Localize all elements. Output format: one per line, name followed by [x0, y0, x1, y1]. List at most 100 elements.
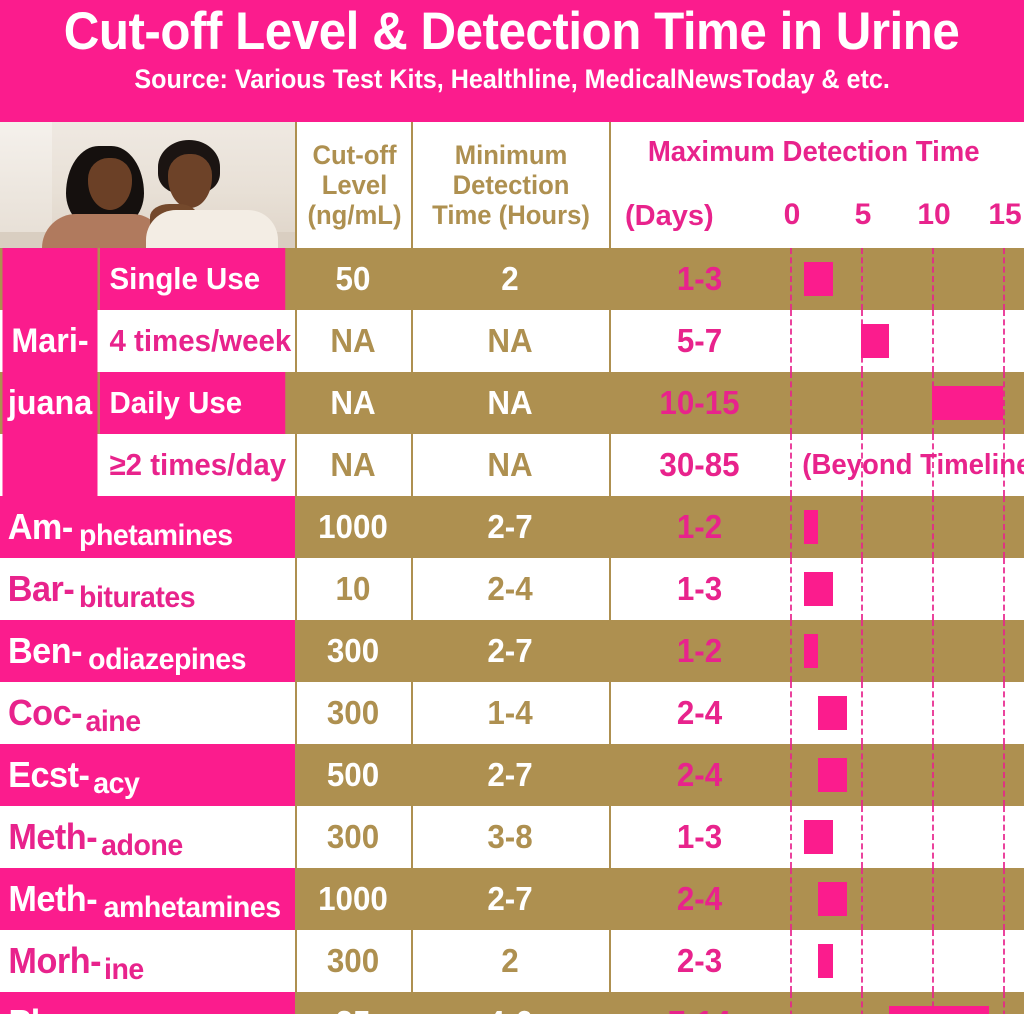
gridline-day-0 — [790, 310, 792, 372]
cell-min-detection-time: 3-8 — [487, 818, 533, 855]
table-row[interactable]: Ben-odiazepines 300 2-7 1-2 — [0, 620, 1024, 682]
marijuana-label-line-1: Mari- — [11, 322, 89, 360]
gridline-day-15 — [1003, 310, 1005, 372]
drug-name-cell: Morh-ine — [0, 930, 295, 992]
column-divider — [411, 310, 413, 372]
table-row[interactable]: 4 times/week NA NA 5-7 — [0, 310, 1024, 372]
gridline-day-5 — [861, 868, 863, 930]
cell-min-detection-time: 2 — [501, 260, 519, 297]
table-row[interactable]: Meth-adone 300 3-8 1-3 — [0, 806, 1024, 868]
cell-cutoff-level: NA — [330, 384, 376, 421]
gridline-day-5 — [861, 682, 863, 744]
column-divider — [609, 682, 611, 744]
drug-name-cell: Ben-odiazepines — [0, 620, 295, 682]
drug-name-cell: Bar-biturates — [0, 558, 295, 620]
drug-name-prefix: Meth- — [8, 878, 98, 919]
cell-cutoff-level: 1000 — [318, 880, 388, 917]
timeline-plot — [790, 682, 1024, 744]
cell-max-detection-time: 1-3 — [676, 818, 723, 855]
cell-max-detection-time: 2-4 — [676, 880, 723, 917]
detection-bar[interactable] — [818, 758, 847, 792]
drug-name-prefix: Ecst- — [8, 754, 90, 795]
table-row[interactable]: Meth-amhetamines 1000 2-7 2-4 — [0, 868, 1024, 930]
cell-max-detection-time: 1-3 — [676, 570, 723, 607]
drug-name-cell: Meth-adone — [0, 806, 295, 868]
gridline-day-10 — [932, 992, 934, 1014]
marijuana-frequency-label: 4 times/week — [100, 310, 291, 372]
photo-person-two-body — [146, 210, 278, 248]
gridline-day-10 — [932, 496, 934, 558]
detection-bar[interactable] — [889, 1006, 989, 1014]
detection-bar[interactable] — [818, 944, 833, 978]
gridline-day-5 — [861, 434, 863, 496]
timeline-plot — [790, 558, 1024, 620]
cell-min-detection-time: NA — [487, 384, 533, 421]
column-divider — [295, 682, 297, 744]
detection-bar[interactable] — [804, 820, 833, 854]
detection-bar[interactable] — [818, 882, 847, 916]
cutoff-header-line-2: Level — [321, 170, 387, 200]
gridline-day-0 — [790, 248, 792, 310]
gridline-day-0 — [790, 434, 792, 496]
gridline-day-10 — [932, 806, 934, 868]
gridline-day-15 — [1003, 372, 1005, 434]
drug-name-prefix: Bar- — [7, 568, 75, 609]
table-row[interactable]: Daily Use NA NA 10-15 — [0, 372, 1024, 434]
gridline-day-5 — [861, 496, 863, 558]
column-header-cutoff-level: Cut-off Level (ng/mL) — [295, 122, 411, 248]
cell-max-detection-time: 2-4 — [676, 756, 723, 793]
detection-bar[interactable] — [804, 572, 833, 606]
table-row[interactable]: Morh-ine 300 2 2-3 — [0, 930, 1024, 992]
table-row[interactable]: Phen-cyclidine25 4-6 7-14 — [0, 992, 1024, 1014]
table-row[interactable]: Single Use 50 2 1-3 — [0, 248, 1024, 310]
detection-bar[interactable] — [804, 510, 819, 544]
table-row[interactable]: Am-phetamines 1000 2-7 1-2 — [0, 496, 1024, 558]
column-header-min-detection-time: Minimum Detection Time (Hours) — [411, 122, 609, 248]
detection-bar[interactable] — [804, 634, 819, 668]
drug-name-prefix: Coc- — [7, 692, 83, 733]
gridline-day-0 — [790, 620, 792, 682]
drug-name-prefix: Ben- — [7, 630, 83, 671]
gridline-day-5 — [861, 930, 863, 992]
detection-bar[interactable] — [861, 324, 890, 358]
cell-max-detection-time: 30-85 — [659, 446, 740, 483]
gridline-day-5 — [861, 620, 863, 682]
mindet-header-line-1: Minimum — [454, 140, 568, 170]
marijuana-frequency-label: Daily Use — [100, 372, 286, 434]
cell-min-detection-time: 2-7 — [487, 632, 533, 669]
timeline-plot — [790, 620, 1024, 682]
data-table: Cut-off Level (ng/mL) Minimum Detection … — [0, 122, 1024, 1014]
axis-tick-0: 0 — [783, 198, 801, 231]
gridline-day-0 — [790, 558, 792, 620]
marijuana-label-line-2: juana — [7, 384, 93, 422]
max-detection-units: (Days) — [625, 200, 714, 232]
gridline-day-10 — [932, 434, 934, 496]
column-divider — [609, 806, 611, 868]
detection-bar[interactable] — [932, 386, 1003, 420]
table-row[interactable]: Ecst-acy 500 2-7 2-4 — [0, 744, 1024, 806]
drug-name-suffix: biturates — [79, 581, 196, 614]
detection-bar[interactable] — [804, 262, 833, 296]
cell-cutoff-level: 50 — [335, 260, 371, 297]
drug-name-cell: Coc-aine — [0, 682, 295, 744]
gridline-day-0 — [790, 992, 792, 1014]
table-row[interactable]: Bar-biturates 10 2-4 1-3 — [0, 558, 1024, 620]
cell-max-detection-time: 1-3 — [676, 260, 723, 297]
column-divider — [295, 806, 297, 868]
header-photo — [0, 122, 295, 248]
detection-bar[interactable] — [818, 696, 847, 730]
gridline-day-0 — [790, 744, 792, 806]
gridline-day-0 — [790, 496, 792, 558]
column-header-max-detection-time: Maximum Detection Time (Days) 0 5 10 15 — [609, 122, 1024, 248]
table-header-row: Cut-off Level (ng/mL) Minimum Detection … — [0, 122, 1024, 248]
table-row[interactable]: ≥2 times/day NA NA 30-85 (Beyond Timeline) — [0, 434, 1024, 496]
gridline-day-10 — [932, 682, 934, 744]
gridline-day-15 — [1003, 558, 1005, 620]
mindet-header-line-2: Detection — [452, 170, 570, 200]
gridline-day-5 — [861, 992, 863, 1014]
column-divider — [411, 930, 413, 992]
timeline-plot — [790, 372, 1024, 434]
gridline-day-10 — [932, 744, 934, 806]
table-row[interactable]: Coc-aine 300 1-4 2-4 — [0, 682, 1024, 744]
max-detection-title: Maximum Detection Time — [647, 136, 980, 168]
